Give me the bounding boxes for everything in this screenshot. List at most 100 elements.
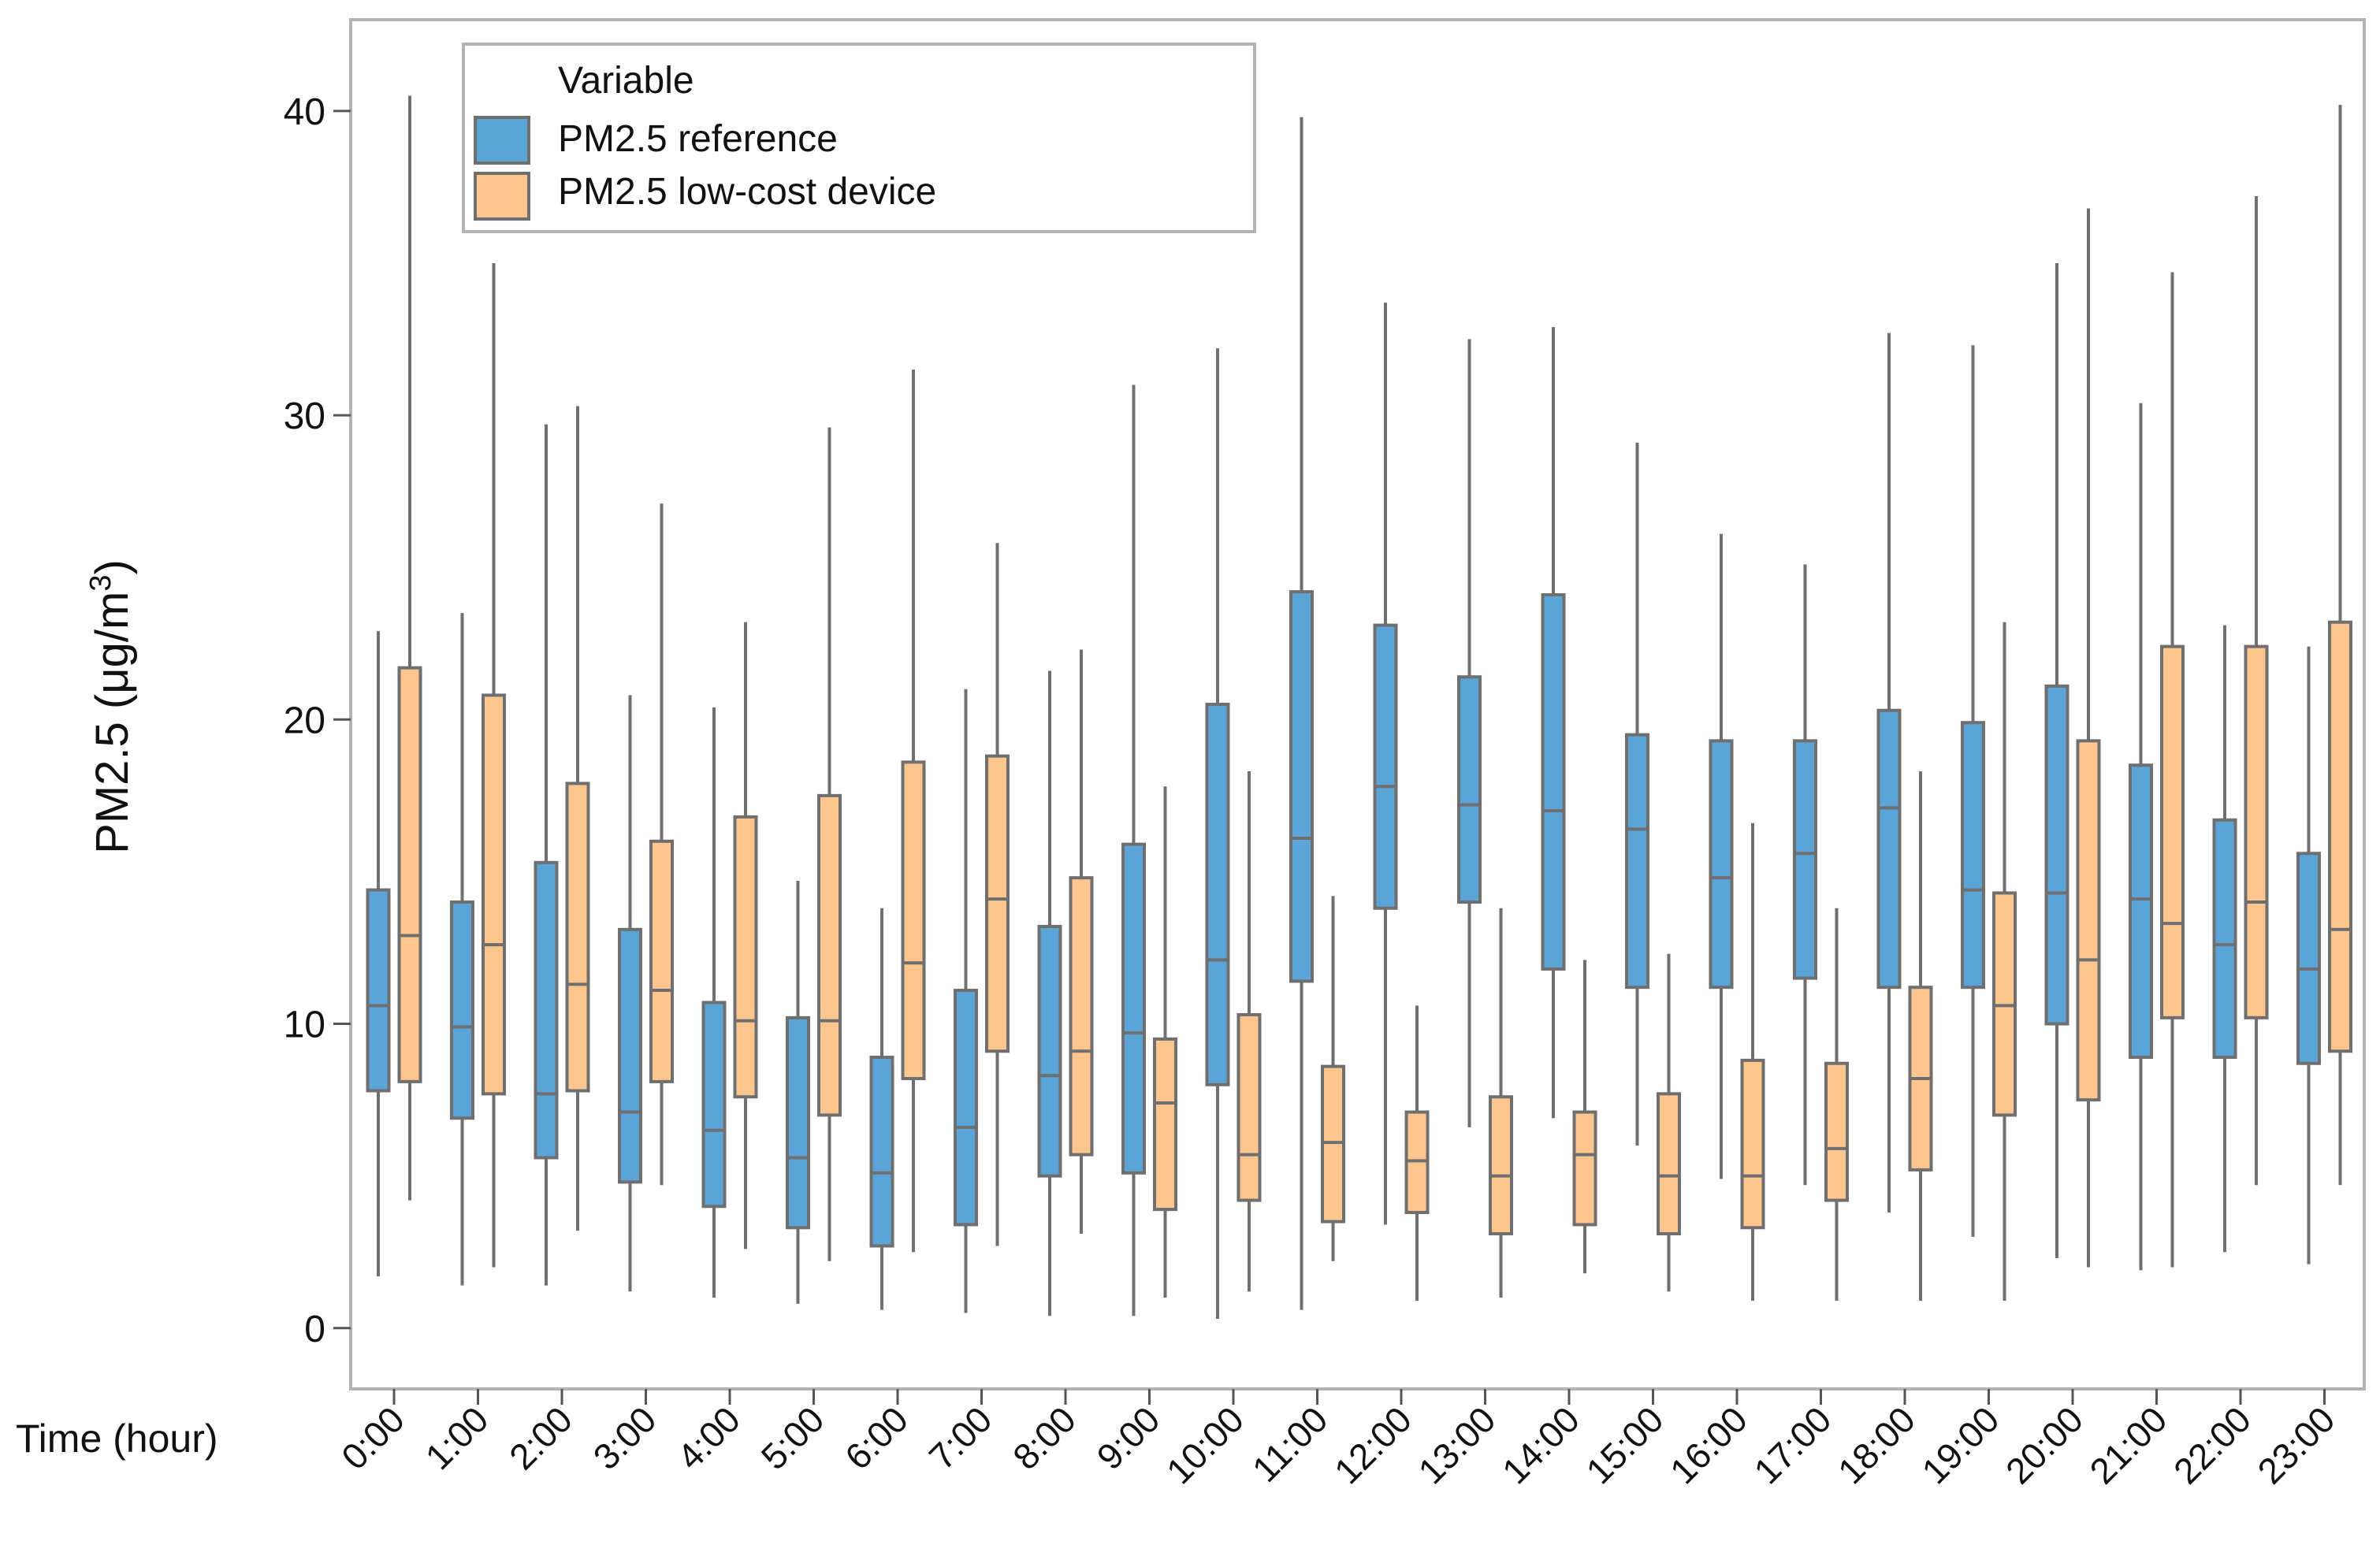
x-tick-label: 19:00	[1913, 1398, 2006, 1491]
low-cost-box-2	[565, 406, 590, 1231]
legend-title: Variable	[558, 60, 694, 102]
iqr-box	[1541, 592, 1566, 971]
x-tick-label: 0:00	[333, 1398, 412, 1477]
x-tick-label: 17:00	[1746, 1398, 1839, 1491]
y-tick-label: 10	[284, 1004, 325, 1046]
y-tick-label: 40	[284, 91, 325, 133]
x-tick-label: 10:00	[1158, 1398, 1251, 1491]
y-tick-label: 0	[304, 1309, 325, 1350]
x-tick-label: 5:00	[753, 1398, 831, 1477]
iqr-box	[1657, 1092, 1681, 1236]
iqr-box	[1709, 739, 1734, 990]
iqr-box	[2160, 644, 2185, 1019]
low-cost-box-7	[985, 543, 1010, 1246]
iqr-box	[366, 888, 391, 1093]
iqr-box	[1876, 708, 1902, 990]
iqr-box	[649, 839, 674, 1083]
iqr-box	[618, 927, 642, 1184]
iqr-box	[869, 1056, 894, 1248]
iqr-box	[534, 860, 559, 1160]
y-axis-title-main: PM2.5 (μg/m	[87, 592, 138, 854]
x-tick-label: 22:00	[2166, 1398, 2259, 1491]
legend-swatch-reference	[474, 116, 530, 165]
iqr-box	[954, 989, 978, 1227]
low-cost-box-18	[1908, 770, 1933, 1301]
reference-box-23	[2296, 646, 2321, 1264]
iqr-box	[2244, 644, 2269, 1019]
low-cost-box-19	[1992, 622, 2017, 1301]
low-cost-box-5	[817, 427, 842, 1261]
iqr-box	[450, 900, 474, 1120]
reference-box-3	[618, 695, 642, 1292]
reference-box-20	[2044, 262, 2069, 1258]
reference-box-17	[1793, 564, 1817, 1186]
low-cost-box-4	[733, 622, 758, 1250]
iqr-box	[1793, 739, 1817, 980]
reference-box-22	[2212, 625, 2237, 1253]
reference-box-19	[1961, 345, 1985, 1237]
iqr-box	[817, 793, 842, 1117]
reference-box-7	[954, 689, 978, 1313]
x-tick-label: 9:00	[1088, 1398, 1167, 1477]
iqr-box	[2076, 739, 2101, 1102]
x-tick-label: 13:00	[1410, 1398, 1503, 1491]
x-tick-label: 12:00	[1326, 1398, 1419, 1491]
reference-box-21	[2129, 403, 2153, 1271]
box-series	[366, 95, 2352, 1320]
iqr-box	[1153, 1037, 1177, 1212]
x-tick-label: 20:00	[1998, 1398, 2091, 1491]
iqr-box	[2212, 818, 2237, 1060]
x-tick-label: 7:00	[920, 1398, 999, 1477]
low-cost-box-0	[397, 95, 422, 1201]
reference-box-15	[1625, 442, 1649, 1146]
low-cost-box-15	[1657, 953, 1681, 1292]
x-tick-label: 16:00	[1662, 1398, 1755, 1491]
reference-box-6	[869, 908, 894, 1310]
iqr-box	[482, 693, 506, 1096]
reference-box-2	[534, 424, 559, 1286]
iqr-box	[2044, 684, 2069, 1026]
iqr-box	[701, 1001, 727, 1209]
y-axis-title-close: )	[87, 559, 138, 574]
low-cost-box-16	[1740, 822, 1765, 1301]
y-tick-label: 20	[284, 700, 325, 741]
reference-box-16	[1709, 533, 1734, 1179]
iqr-box	[901, 760, 926, 1081]
x-tick-label: 14:00	[1494, 1398, 1587, 1491]
y-tick-label: 30	[284, 395, 325, 437]
iqr-box	[1961, 721, 1985, 990]
low-cost-box-23	[2328, 105, 2352, 1186]
reference-box-11	[1289, 117, 1314, 1310]
iqr-box	[1069, 876, 1094, 1157]
x-tick-label: 23:00	[2249, 1398, 2342, 1491]
x-tick-label: 15:00	[1578, 1398, 1671, 1491]
iqr-box	[2296, 852, 2321, 1065]
x-tick-label: 8:00	[1005, 1398, 1084, 1477]
low-cost-box-13	[1489, 908, 1513, 1298]
iqr-box	[1373, 623, 1398, 910]
low-cost-box-8	[1069, 649, 1094, 1235]
x-axis: 0:00 1:00 2:00 3:00 4:00 5:00 6:00 7:00 8:00 9:00…	[333, 1389, 2343, 1491]
x-axis-title: Time (hour)	[16, 1417, 218, 1461]
reference-box-9	[1121, 384, 1146, 1316]
y-axis-title: PM2.5 (μg/m3)	[84, 559, 138, 854]
iqr-box	[1121, 842, 1146, 1175]
legend-swatch-low-cost	[474, 172, 530, 221]
x-tick-label: 21:00	[2081, 1398, 2174, 1491]
iqr-box	[733, 815, 758, 1099]
y-axis: 0 10 20 30 40	[284, 91, 351, 1350]
low-cost-box-12	[1404, 1005, 1430, 1301]
x-tick-label: 11:00	[1244, 1398, 1336, 1490]
iqr-box	[1824, 1061, 1849, 1202]
iqr-box	[1740, 1058, 1765, 1230]
low-cost-box-17	[1824, 908, 1849, 1301]
low-cost-box-21	[2160, 272, 2185, 1268]
iqr-box	[1625, 733, 1649, 990]
x-tick-label: 4:00	[669, 1398, 748, 1477]
reference-box-12	[1373, 303, 1398, 1225]
low-cost-box-9	[1153, 786, 1177, 1298]
plot-frame	[349, 18, 2366, 1391]
low-cost-box-10	[1236, 770, 1262, 1292]
low-cost-box-14	[1572, 960, 1597, 1274]
